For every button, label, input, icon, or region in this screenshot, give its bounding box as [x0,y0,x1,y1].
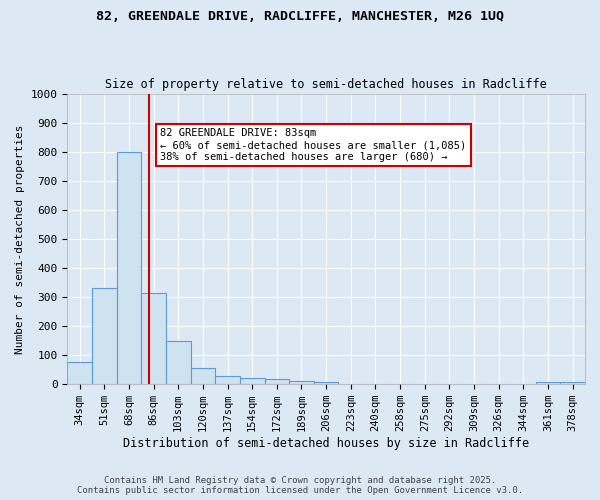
Bar [240,378,265,384]
Bar [265,379,289,384]
Bar [215,376,240,384]
Bar [92,288,116,384]
Bar [166,340,191,384]
Bar [560,382,585,384]
Text: 82, GREENDALE DRIVE, RADCLIFFE, MANCHESTER, M26 1UQ: 82, GREENDALE DRIVE, RADCLIFFE, MANCHEST… [96,10,504,23]
Bar [191,368,215,384]
Bar [289,380,314,384]
Bar [141,292,166,384]
Y-axis label: Number of semi-detached properties: Number of semi-detached properties [15,124,25,354]
Text: Contains HM Land Registry data © Crown copyright and database right 2025.
Contai: Contains HM Land Registry data © Crown c… [77,476,523,495]
Bar [536,382,560,384]
X-axis label: Distribution of semi-detached houses by size in Radcliffe: Distribution of semi-detached houses by … [123,437,529,450]
Bar [67,362,92,384]
Bar [116,152,141,384]
Title: Size of property relative to semi-detached houses in Radcliffe: Size of property relative to semi-detach… [105,78,547,91]
Text: 82 GREENDALE DRIVE: 83sqm
← 60% of semi-detached houses are smaller (1,085)
38% : 82 GREENDALE DRIVE: 83sqm ← 60% of semi-… [160,128,467,162]
Bar [314,382,338,384]
